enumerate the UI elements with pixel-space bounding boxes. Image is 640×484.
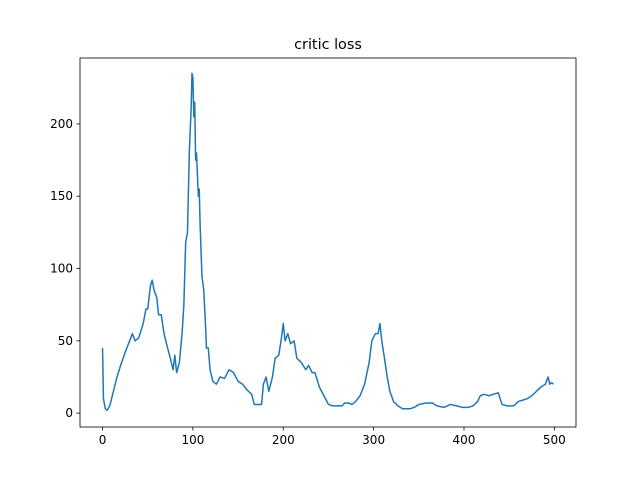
chart-title: critic loss	[294, 37, 362, 53]
line-series	[101, 72, 554, 411]
x-tick-label: 0	[99, 433, 107, 447]
plot-frame	[79, 57, 577, 428]
y-tick-label: 50	[58, 334, 73, 348]
y-tick-label: 150	[50, 189, 73, 203]
x-tick-label: 100	[181, 433, 204, 447]
y-tick-label: 200	[50, 117, 73, 131]
x-tick-label: 500	[543, 433, 566, 447]
x-tick-label: 300	[362, 433, 385, 447]
y-tick-label: 100	[50, 262, 73, 276]
y-tick-label: 0	[65, 406, 73, 420]
x-tick-label: 400	[453, 433, 476, 447]
x-tick-label: 200	[272, 433, 295, 447]
